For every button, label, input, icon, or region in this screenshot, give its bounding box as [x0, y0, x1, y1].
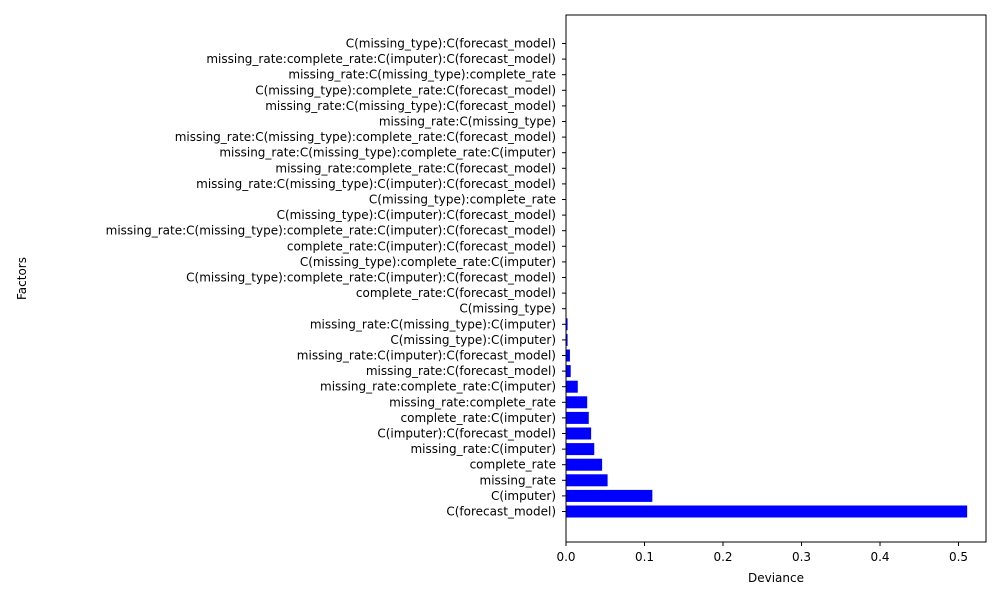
x-tick-label: 0.2: [713, 550, 732, 564]
bar: [566, 458, 603, 471]
bar: [566, 505, 968, 518]
x-tick-label: 0.4: [870, 550, 889, 564]
bar: [566, 396, 588, 409]
y-tick-label: missing_rate:complete_rate:C(imputer):C(…: [206, 52, 556, 66]
y-tick-label: C(missing_type):complete_rate: [369, 193, 556, 207]
x-tick-label: 0.3: [792, 550, 811, 564]
y-tick-label: missing_rate:C(imputer):C(forecast_model…: [297, 349, 556, 363]
y-tick-label: missing_rate:C(missing_type):complete_ra…: [288, 68, 556, 82]
bar: [566, 489, 653, 502]
y-tick-label: missing_rate:C(missing_type):C(forecast_…: [265, 99, 556, 113]
y-tick-label: missing_rate:C(missing_type): [379, 115, 556, 129]
y-tick-label: missing_rate:C(imputer): [410, 442, 556, 456]
bar: [566, 365, 571, 378]
bar: [566, 349, 570, 362]
y-tick-label: C(missing_type):complete_rate:C(forecast…: [255, 83, 556, 97]
bar: [566, 333, 568, 346]
y-tick-label: complete_rate:C(imputer): [401, 411, 556, 425]
y-tick-label: missing_rate:C(missing_type):complete_ra…: [219, 146, 556, 160]
y-tick-label: C(missing_type):complete_rate:C(imputer): [300, 255, 556, 269]
y-tick-label: missing_rate:C(missing_type):C(imputer): [310, 317, 556, 331]
bar: [566, 443, 595, 456]
y-axis-ticks: C(forecast_model)C(imputer)missing_ratec…: [106, 37, 566, 519]
y-tick-label: C(missing_type):C(forecast_model): [346, 37, 556, 51]
y-tick-label: complete_rate:C(imputer):C(forecast_mode…: [287, 239, 556, 253]
y-tick-label: missing_rate:complete_rate: [389, 395, 556, 409]
bar: [566, 474, 608, 487]
y-tick-label: missing_rate: [480, 473, 556, 487]
y-tick-label: missing_rate:complete_rate:C(forecast_mo…: [275, 161, 556, 175]
x-tick-label: 0.5: [949, 550, 968, 564]
y-tick-label: C(missing_type):C(imputer): [390, 333, 556, 347]
bar: [566, 427, 592, 440]
y-tick-label: C(missing_type): [459, 302, 556, 316]
y-tick-label: C(imputer):C(forecast_model): [377, 427, 556, 441]
y-tick-label: missing_rate:C(missing_type):C(imputer):…: [196, 177, 556, 191]
y-tick-label: complete_rate: [470, 458, 556, 472]
x-tick-label: 0.0: [556, 550, 575, 564]
y-tick-label: C(imputer): [491, 489, 556, 503]
y-tick-label: C(missing_type):complete_rate:C(imputer)…: [186, 271, 556, 285]
y-tick-label: missing_rate:complete_rate:C(imputer): [320, 380, 556, 394]
plot-frame: [565, 14, 987, 543]
x-tick-label: 0.1: [635, 550, 654, 564]
bar: [566, 380, 578, 393]
y-tick-label: missing_rate:C(forecast_model): [366, 364, 556, 378]
x-axis-label: Deviance: [748, 571, 804, 585]
y-tick-label: C(forecast_model): [446, 505, 556, 519]
y-axis-label: Factors: [15, 257, 29, 300]
x-axis-ticks: 0.0 0.1 0.2 0.3 0.4 0.5: [556, 542, 968, 564]
y-tick-label: missing_rate:C(missing_type):complete_ra…: [106, 224, 556, 238]
bar: [566, 318, 568, 331]
bars-group: [566, 37, 968, 518]
y-tick-label: missing_rate:C(missing_type):complete_ra…: [175, 130, 556, 144]
bar: [566, 411, 589, 424]
y-tick-label: C(missing_type):C(imputer):C(forecast_mo…: [277, 208, 556, 222]
y-tick-label: complete_rate:C(forecast_model): [356, 286, 556, 300]
